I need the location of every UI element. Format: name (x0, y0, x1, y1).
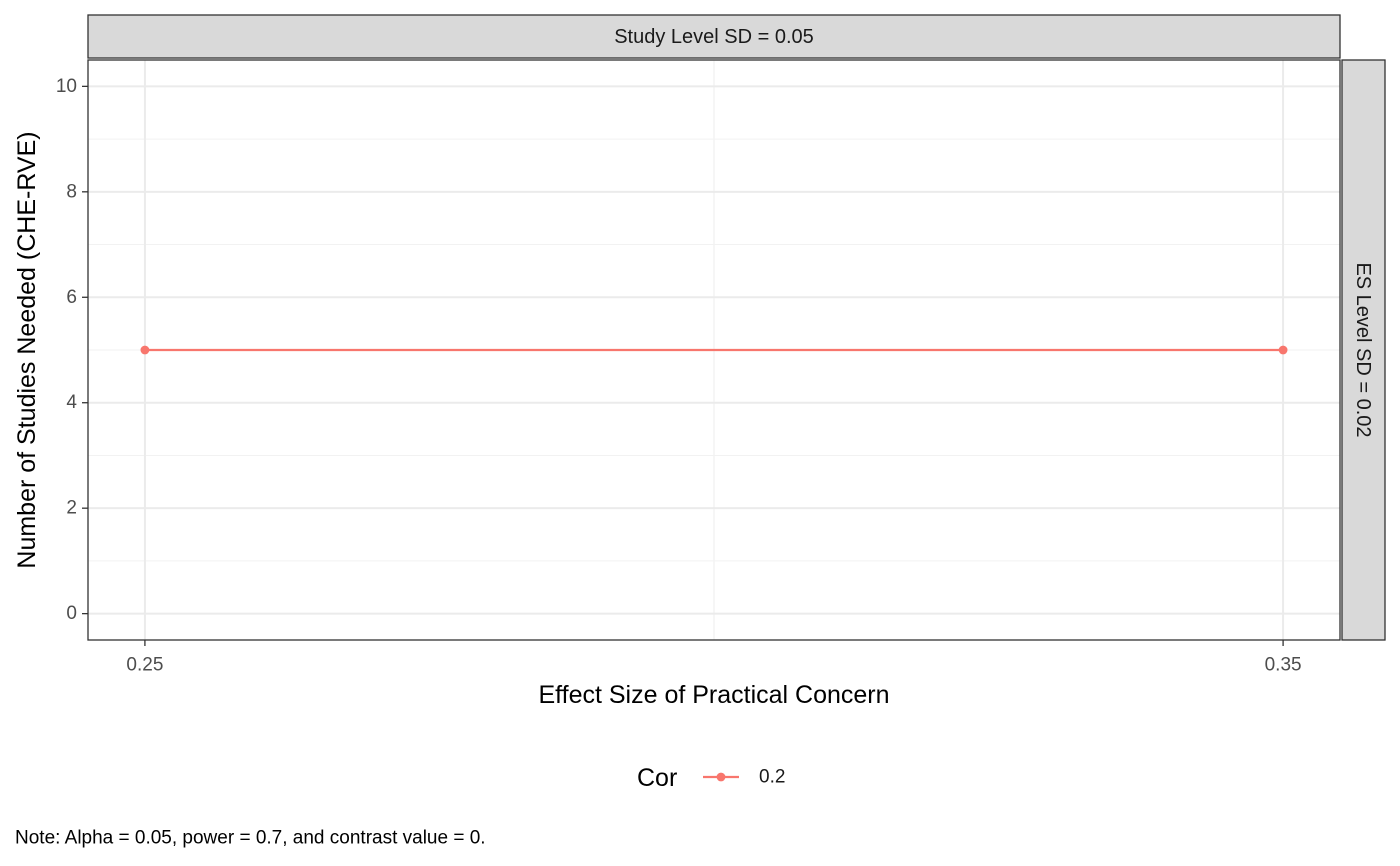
facet-label-top: Study Level SD = 0.05 (614, 26, 814, 48)
data-point (140, 345, 150, 355)
x-tick-label: 0.35 (1265, 655, 1302, 676)
y-tick-label: 8 (66, 181, 77, 202)
panel-border (87, 59, 1341, 641)
legend: Cor 0.2 (637, 764, 785, 792)
y-axis: 0 2 4 6 8 10 (56, 76, 88, 624)
y-tick-label: 0 (66, 603, 77, 624)
y-tick-label: 2 (66, 498, 77, 519)
y-tick-label: 6 (66, 287, 77, 308)
facet-strip-top (87, 14, 1341, 59)
facet-strip-right (1341, 59, 1386, 641)
legend-title: Cor (637, 764, 677, 792)
facet-label-right: ES Level SD = 0.02 (1352, 262, 1374, 437)
series-layer (140, 345, 1288, 355)
x-axis-title: Effect Size of Practical Concern (538, 681, 889, 709)
data-point (1278, 345, 1288, 355)
legend-label: 0.2 (759, 767, 785, 788)
y-axis-title: Number of Studies Needed (CHE-RVE) (13, 131, 41, 568)
y-tick-label: 4 (66, 392, 77, 413)
x-axis: 0.25 0.35 (126, 640, 1302, 676)
chart-caption: Note: Alpha = 0.05, power = 0.7, and con… (15, 828, 486, 849)
x-tick-label: 0.25 (126, 655, 163, 676)
legend-key-point (716, 772, 726, 782)
y-tick-label: 10 (56, 76, 77, 97)
